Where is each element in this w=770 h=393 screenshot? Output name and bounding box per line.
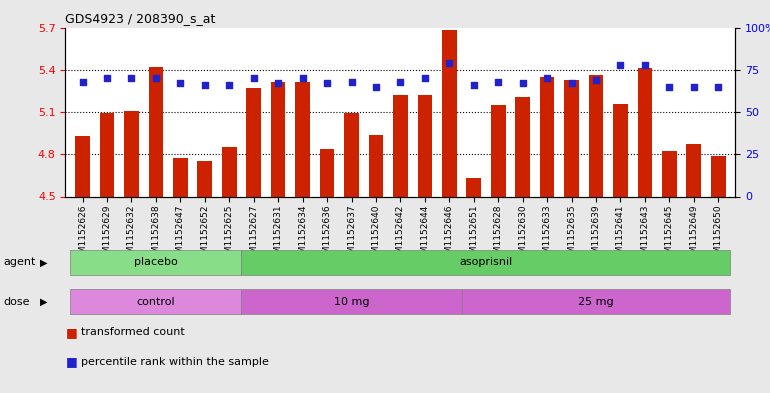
Point (444, 60, 456, 66)
Point (296, 75, 309, 81)
Point (517, 80, 529, 86)
Point (541, 75, 554, 81)
Text: ■: ■ (65, 325, 77, 339)
Bar (417, 95, 432, 393)
Bar (242, 250, 731, 275)
Text: asoprisnil: asoprisnil (460, 257, 513, 267)
Text: ▶: ▶ (40, 297, 48, 307)
Point (101, 75, 113, 81)
Bar (222, 147, 236, 393)
Bar (515, 97, 530, 393)
Bar (588, 75, 604, 393)
Point (639, 62, 651, 68)
Bar (369, 134, 383, 393)
Text: 25 mg: 25 mg (578, 297, 614, 307)
Bar (711, 156, 725, 393)
Text: ■: ■ (65, 355, 77, 368)
Point (126, 75, 138, 81)
Point (345, 79, 357, 85)
Text: dose: dose (4, 297, 30, 307)
Point (712, 83, 725, 90)
Point (590, 77, 602, 83)
Point (76, 79, 89, 85)
Point (174, 80, 186, 86)
Text: agent: agent (4, 257, 36, 267)
Bar (461, 289, 731, 314)
Point (419, 75, 431, 81)
Point (394, 79, 407, 85)
Bar (75, 136, 90, 393)
Text: ▶: ▶ (40, 257, 48, 267)
Bar (70, 250, 242, 275)
Bar (686, 144, 701, 393)
Point (688, 83, 700, 90)
Bar (442, 30, 457, 393)
Bar (662, 151, 677, 393)
Text: 10 mg: 10 mg (333, 297, 370, 307)
Bar (393, 95, 408, 393)
Point (149, 75, 162, 81)
Bar (173, 158, 188, 393)
Bar (344, 114, 359, 393)
Bar (149, 67, 163, 393)
Bar (197, 161, 213, 393)
Point (199, 82, 211, 88)
Point (223, 82, 236, 88)
Bar (490, 105, 506, 393)
Bar (540, 77, 554, 393)
Text: control: control (136, 297, 176, 307)
Point (321, 80, 333, 86)
Bar (99, 114, 115, 393)
Bar (242, 289, 461, 314)
Bar (271, 83, 286, 393)
Bar (564, 80, 579, 393)
Text: GDS4923 / 208390_s_at: GDS4923 / 208390_s_at (65, 12, 216, 25)
Point (370, 83, 382, 90)
Point (467, 82, 480, 88)
Point (663, 83, 675, 90)
Text: percentile rank within the sample: percentile rank within the sample (81, 356, 269, 367)
Text: placebo: placebo (134, 257, 178, 267)
Bar (70, 289, 242, 314)
Bar (124, 110, 139, 393)
Point (614, 62, 627, 68)
Point (247, 75, 259, 81)
Bar (320, 149, 334, 393)
Point (565, 80, 578, 86)
Point (272, 80, 284, 86)
Bar (467, 178, 481, 393)
Bar (638, 68, 652, 393)
Bar (246, 88, 261, 393)
Bar (613, 104, 628, 393)
Bar (295, 83, 310, 393)
Point (492, 79, 504, 85)
Text: transformed count: transformed count (81, 327, 185, 337)
